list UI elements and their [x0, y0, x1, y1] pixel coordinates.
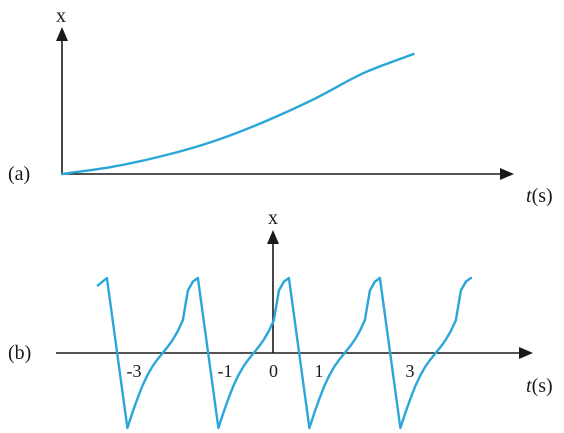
panel-b-x-label-unit: (s): [532, 375, 553, 397]
panel-b-tick-labels: -3 -1 0 1 3: [127, 361, 415, 381]
panel-b-tick-label: -1: [218, 361, 233, 381]
panel-a-x-label-unit: (s): [532, 185, 553, 207]
panel-b: x (b) t(s) -3 -1 0 1 3: [8, 207, 553, 430]
panel-a-x-arrow-icon: [500, 168, 514, 180]
panel-a-curve: [60, 52, 415, 176]
panel-b-x-label-italic: t: [526, 375, 532, 397]
panel-a: x (a) t(s): [8, 5, 553, 207]
panel-b-tick-label: 3: [406, 361, 415, 381]
panel-a-label: (a): [8, 163, 30, 185]
panel-a-y-arrow-icon: [56, 27, 68, 41]
panel-b-y-arrow-icon: [267, 230, 279, 244]
panel-a-y-label: x: [56, 5, 66, 27]
panel-b-tick-label: 1: [315, 361, 324, 381]
panel-b-tick-label: 0: [269, 361, 278, 381]
panel-a-x-label-italic: t: [526, 185, 532, 207]
panel-b-label: (b): [8, 342, 31, 364]
panel-b-y-label: x: [268, 207, 278, 229]
panel-b-tick-label: -3: [127, 361, 142, 381]
panel-b-x-label: t(s): [526, 375, 553, 397]
panel-a-x-label: t(s): [526, 185, 553, 207]
panel-b-x-arrow-icon: [519, 347, 533, 359]
panel-b-curve: [96, 276, 473, 430]
